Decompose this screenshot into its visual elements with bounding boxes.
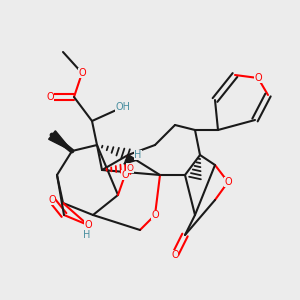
Polygon shape — [49, 131, 72, 151]
Text: O: O — [121, 170, 129, 180]
Text: O: O — [151, 210, 159, 220]
Text: O: O — [78, 68, 86, 78]
Text: O: O — [224, 177, 232, 187]
Text: H: H — [134, 150, 142, 160]
Text: O: O — [48, 195, 56, 205]
Text: O: O — [254, 73, 262, 83]
Text: OH: OH — [116, 102, 130, 112]
Text: H: H — [83, 230, 91, 240]
Text: O: O — [171, 250, 179, 260]
Text: O: O — [46, 92, 54, 102]
Text: O: O — [127, 164, 134, 172]
Text: O: O — [84, 220, 92, 230]
